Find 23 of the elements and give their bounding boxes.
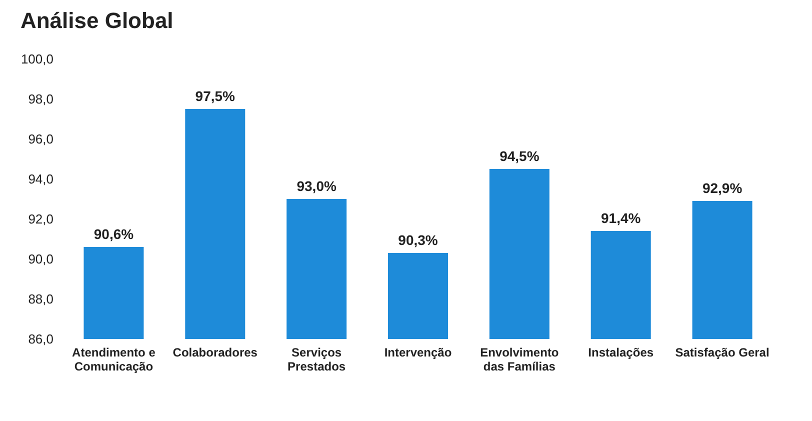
data-label: 90,3%: [398, 232, 438, 248]
y-tick-label: 98,0: [28, 92, 54, 106]
x-tick-label: Atendimento e Comunicação: [72, 346, 156, 374]
y-tick-label: 94,0: [28, 172, 54, 186]
y-tick-label: 88,0: [28, 292, 54, 306]
data-label: 92,9%: [702, 180, 743, 196]
data-label: 91,4%: [601, 210, 642, 226]
y-tick-label: 100,0: [20, 52, 54, 66]
y-tick-label: 96,0: [28, 132, 54, 146]
x-tick-label: Serviços Prestados: [288, 346, 346, 374]
data-label: 93,0%: [296, 178, 337, 194]
y-tick-label: 90,0: [28, 252, 54, 266]
y-tick-label: 92,0: [28, 212, 54, 226]
data-label: 90,6%: [94, 226, 134, 242]
x-tick-label: Colaboradores: [172, 346, 258, 360]
y-tick-label: 86,0: [28, 332, 54, 346]
x-tick-label: Instalações: [588, 346, 654, 360]
data-label: 94,5%: [500, 148, 540, 164]
x-tick-label: Envolvimento das Famílias: [480, 346, 559, 374]
chart-title: Análise Global: [20, 8, 174, 33]
data-label: 97,5%: [195, 88, 236, 104]
x-tick-label: Intervenção: [384, 346, 452, 360]
x-tick-label: Satisfação Geral: [675, 346, 770, 360]
